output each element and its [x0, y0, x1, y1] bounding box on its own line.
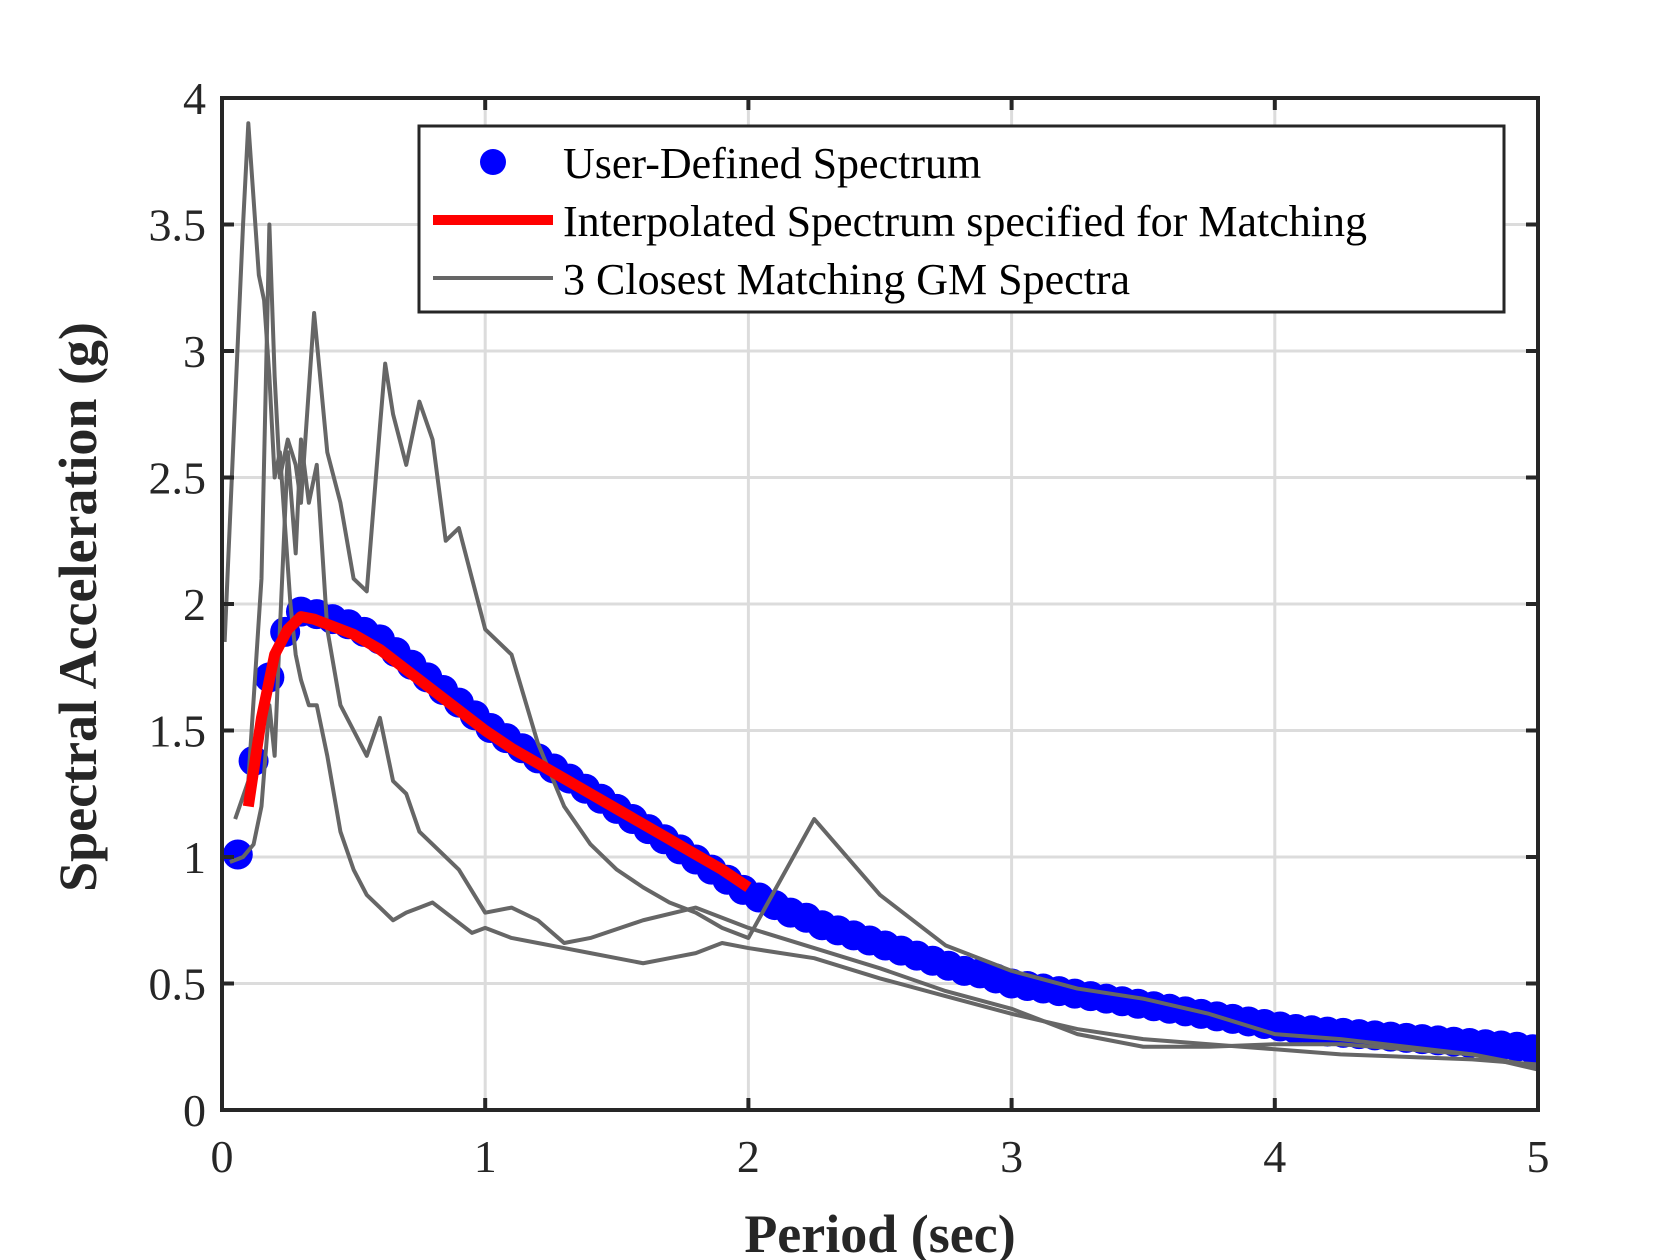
y-tick-label: 3.5 [149, 200, 207, 251]
x-tick-label: 4 [1263, 1131, 1286, 1182]
legend-label-user: User-Defined Spectrum [563, 139, 981, 188]
data-point-user [222, 839, 253, 870]
series-gm-spectrum-3 [229, 437, 1538, 1069]
x-tick-label: 1 [474, 1131, 497, 1182]
x-tick-label: 2 [737, 1131, 760, 1182]
x-axis-title: Period (sec) [744, 1204, 1015, 1260]
y-tick-label: 0.5 [149, 959, 207, 1010]
legend-label-gm: 3 Closest Matching GM Spectra [563, 255, 1130, 304]
y-tick-label: 4 [183, 73, 206, 124]
x-tick-label: 5 [1527, 1131, 1550, 1182]
x-tick-label: 0 [211, 1131, 234, 1182]
ticks: 0 1 2 3 4 5 0 0.5 1 1.5 2 2.5 3 3.5 4 [149, 73, 1550, 1182]
y-tick-label: 2.5 [149, 453, 207, 504]
y-axis-title: Spectral Acceleration (g) [48, 322, 108, 892]
data-point-user [1517, 1034, 1538, 1065]
series-interpolated-spectrum [242, 611, 752, 892]
plot-area [222, 121, 1538, 1072]
y-tick-label: 1.5 [149, 706, 207, 757]
legend-marker-user [480, 149, 506, 175]
x-tick-label: 3 [1000, 1131, 1023, 1182]
y-tick-label: 2 [183, 579, 206, 630]
legend: User-Defined Spectrum Interpolated Spect… [417, 124, 1506, 314]
legend-label-interp: Interpolated Spectrum specified for Matc… [563, 197, 1367, 246]
y-tick-label: 0 [183, 1085, 206, 1136]
legend-box [417, 124, 1506, 314]
series-gm-spectrum-1 [222, 121, 1538, 1067]
y-tick-label: 3 [183, 326, 206, 377]
y-tick-label: 1 [183, 832, 206, 883]
